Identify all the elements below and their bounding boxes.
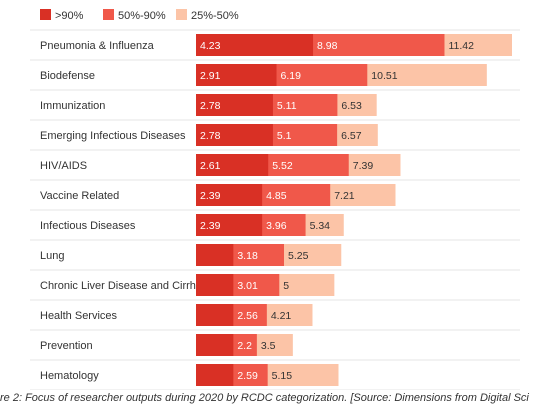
bar-segment: [196, 184, 263, 206]
bar-value-label: 7.21: [334, 190, 355, 202]
bar-value-label: 3.96: [266, 220, 287, 232]
bar-value-label: 6.53: [341, 100, 362, 112]
bar-value-label: 2.61: [200, 160, 221, 172]
bar-value-label: 3.18: [237, 250, 258, 262]
bar-value-label: 5.11: [277, 100, 297, 112]
category-label: Chronic Liver Disease and Cirrhosis: [40, 280, 216, 292]
bar-value-label: 5.52: [272, 160, 293, 172]
bar-segment: [196, 334, 234, 356]
bar-value-label: 2.59: [237, 370, 258, 382]
legend-label: >90%: [55, 10, 84, 22]
legend-swatch: [176, 9, 187, 20]
bar-segment: [196, 64, 277, 86]
bar-segment: [196, 244, 234, 266]
bar-value-label: 3.5: [261, 340, 276, 352]
category-label: Emerging Infectious Diseases: [40, 130, 186, 142]
category-label: Pneumonia & Influenza: [40, 40, 155, 52]
category-label: Prevention: [40, 340, 93, 352]
bar-value-label: 4.21: [271, 310, 292, 322]
bar-value-label: 5.34: [310, 220, 331, 232]
legend-swatch: [40, 9, 51, 20]
category-label: Health Services: [40, 310, 118, 322]
stacked-bar-chart: >90% 50%-90% 25%-50% Pneumonia & Influenza 4…: [30, 9, 520, 390]
bar-value-label: 2.78: [200, 130, 221, 142]
category-label: Lung: [40, 250, 64, 262]
bar-value-label: 6.19: [281, 70, 302, 82]
category-label: HIV/AIDS: [40, 160, 87, 172]
bar-value-label: 2.39: [200, 190, 221, 202]
bar-segment: [196, 364, 234, 386]
bar-segment: [196, 274, 234, 296]
category-label: Hematology: [40, 370, 99, 382]
bar-value-label: 6.57: [341, 130, 362, 142]
bar-segment: [196, 304, 234, 326]
bar-segment: [196, 94, 273, 116]
bar-value-label: 2.2: [237, 340, 252, 352]
bar-value-label: 3.01: [237, 280, 258, 292]
bar-segment: [196, 34, 314, 56]
bar-segment: [196, 214, 263, 236]
bar-value-label: 2.78: [200, 100, 221, 112]
legend-label: 50%-90%: [118, 10, 166, 22]
bar-value-label: 7.39: [353, 160, 374, 172]
category-label: Biodefense: [40, 70, 95, 82]
bar-value-label: 5.1: [277, 130, 292, 142]
category-label: Immunization: [40, 100, 105, 112]
bar-value-label: 2.39: [200, 220, 221, 232]
category-label: Infectious Diseases: [40, 220, 136, 232]
bar-value-label: 2.56: [237, 310, 258, 322]
legend-label: 25%-50%: [191, 10, 239, 22]
bar-value-label: 4.85: [266, 190, 287, 202]
bar-value-label: 5.15: [272, 370, 293, 382]
bar-value-label: 4.23: [200, 40, 221, 52]
bar-value-label: 10.51: [371, 70, 397, 82]
bar-value-label: 2.91: [200, 70, 221, 82]
bar-segment: [196, 124, 273, 146]
bar-value-label: 11.42: [448, 40, 474, 52]
category-label: Vaccine Related: [40, 190, 119, 202]
bar-value-label: 5.25: [288, 250, 309, 262]
bar-value-label: 5: [283, 280, 289, 292]
figure-caption: re 2: Focus of researcher outputs during…: [0, 392, 529, 404]
bar-value-label: 8.98: [317, 40, 338, 52]
bar-segment: [196, 154, 269, 176]
legend-swatch: [103, 9, 114, 20]
